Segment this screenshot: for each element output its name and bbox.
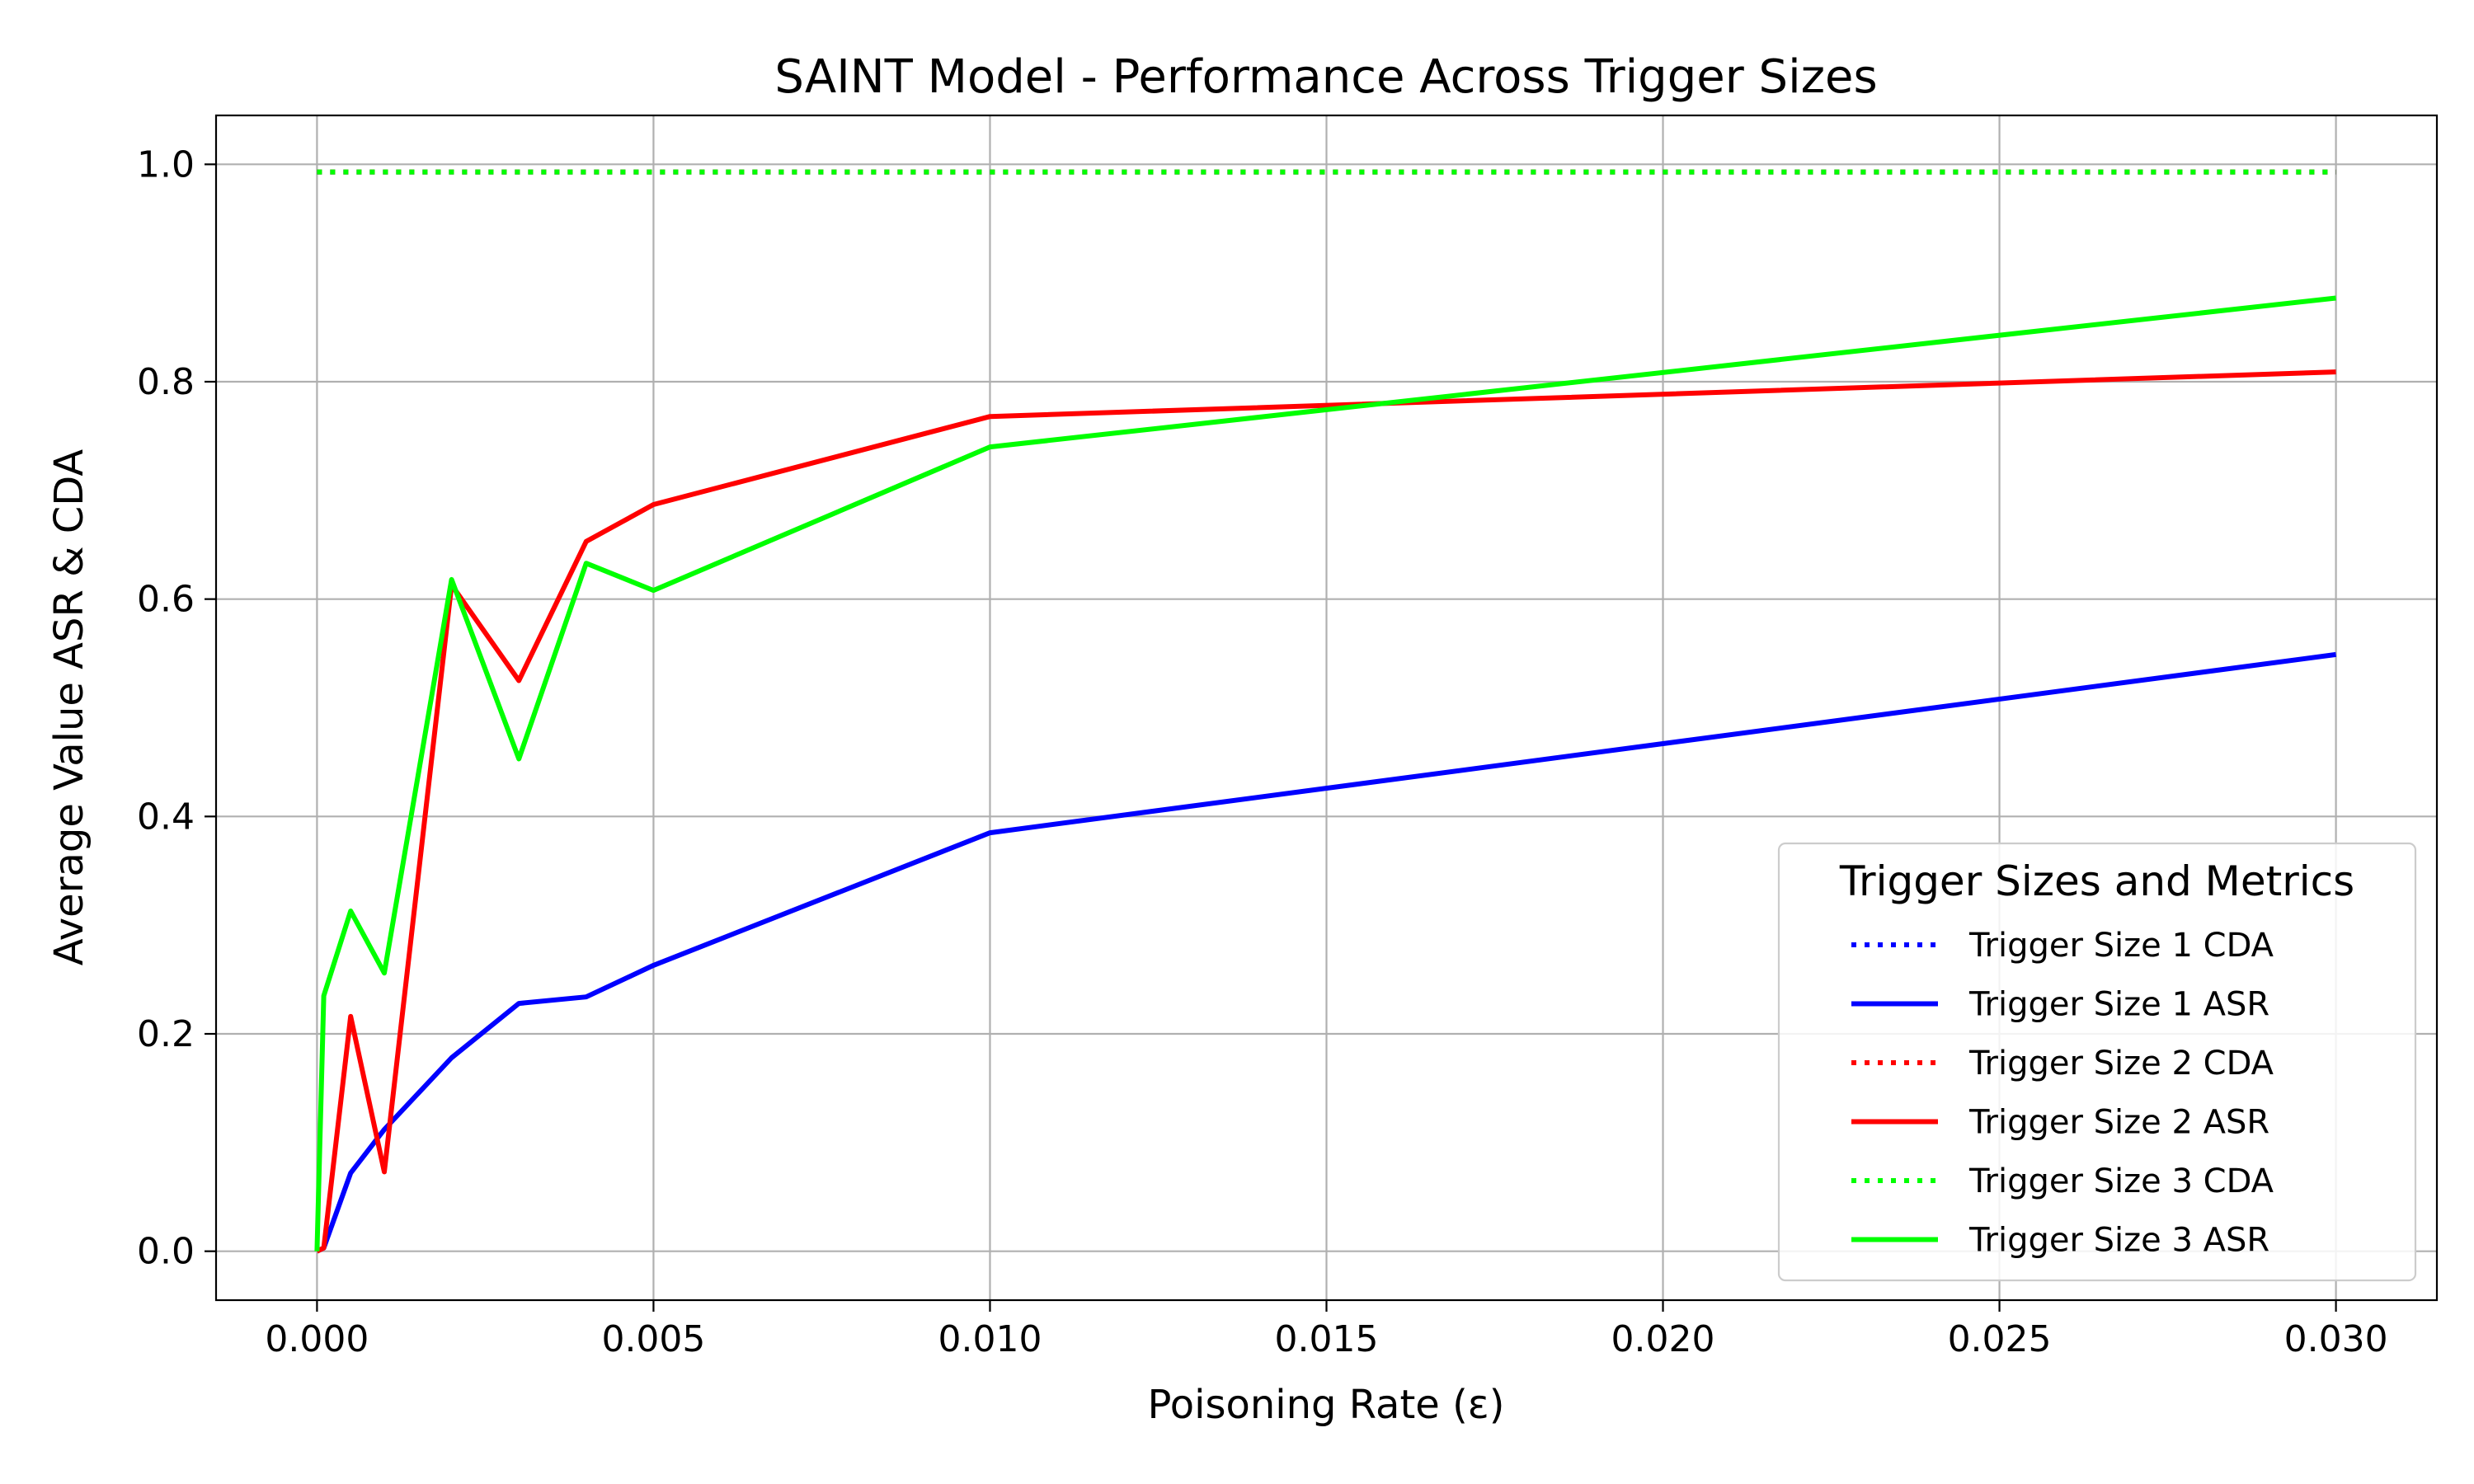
legend-trigger-size-3-cda-label: Trigger Size 3 CDA [1968,1162,2274,1200]
legend-trigger-size-1-asr-label: Trigger Size 1 ASR [1968,986,2269,1024]
chart-title: SAINT Model - Performance Across Trigger… [774,50,1877,104]
series-lines [314,169,2336,1254]
legend: Trigger Sizes and Metrics Trigger Size 1… [1777,842,2417,1282]
y-axis-label: Average Value ASR & CDA [46,449,92,966]
x-tick-label: 0.005 [601,1318,705,1360]
x-axis-label: Poisoning Rate (ε) [1148,1382,1505,1428]
y-tick-label: 0.4 [137,796,195,838]
x-tick-label: 0.020 [1611,1318,1715,1360]
legend-trigger-size-2-cda-label: Trigger Size 2 CDA [1968,1045,2274,1082]
legend-trigger-size-2-asr-label: Trigger Size 2 ASR [1968,1104,2269,1142]
axis-ticks: 0.000 0.005 0.010 0.015 0.020 0.025 0.030 0.0 0.… [137,143,2388,1360]
x-tick-label: 0.025 [1948,1318,2052,1360]
grid [216,115,2437,1300]
legend-trigger-size-1-cda-label: Trigger Size 1 CDA [1968,927,2274,965]
y-tick-label: 0.6 [137,579,195,621]
x-tick-label: 0.030 [2284,1318,2388,1360]
y-tick-label: 0.2 [137,1013,195,1055]
x-tick-label: 0.000 [265,1318,369,1360]
y-tick-label: 0.8 [137,361,195,403]
series-line-trigger-size-2-asr [316,369,2336,1254]
legend-title: Trigger Sizes and Metrics [1839,857,2354,905]
series-line-trigger-size-1-asr [316,651,2336,1254]
legend-trigger-size-3-asr-label: Trigger Size 3 ASR [1968,1222,2269,1260]
legend-box [1777,842,2417,1282]
y-tick-label: 0.0 [137,1231,195,1273]
y-tick-label: 1.0 [137,143,195,186]
x-tick-label: 0.015 [1275,1318,1379,1360]
series-line-trigger-size-3-asr [314,295,2336,1252]
x-tick-label: 0.010 [938,1318,1042,1360]
